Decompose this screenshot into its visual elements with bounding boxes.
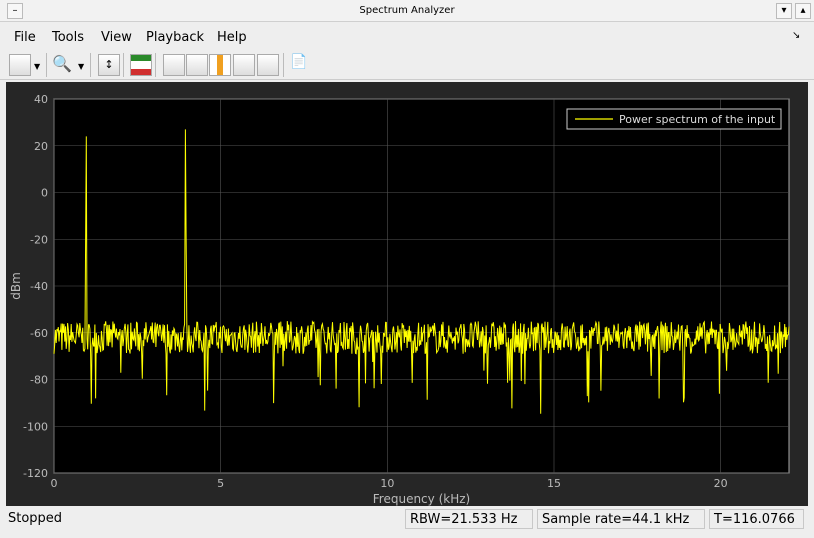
menu-help[interactable]: Help: [217, 30, 247, 45]
status-state: Stopped: [8, 511, 63, 526]
maximize-button[interactable]: ▴: [795, 3, 811, 19]
minimize-button[interactable]: ▾: [776, 3, 792, 19]
settings-icon[interactable]: [9, 54, 31, 76]
plot-panel: 0 5 10 15 20 40 20 0 -20 -40 -60 -80 -100 -120 Frequen…: [6, 82, 808, 506]
x-axis-label: Frequency (kHz): [373, 492, 470, 506]
data-cursor-icon[interactable]: [163, 54, 185, 76]
channel-measurements-icon[interactable]: [209, 54, 231, 76]
menu-view[interactable]: View: [101, 30, 132, 45]
zoom-in-icon[interactable]: 🔍: [52, 54, 72, 73]
dock-icon[interactable]: ↘: [792, 30, 801, 41]
x-tick-label: 0: [51, 477, 58, 490]
menu-tools[interactable]: Tools: [52, 30, 85, 45]
x-tick-label: 20: [714, 477, 728, 490]
status-bar: Stopped RBW=21.533 Hz Sample rate=44.1 k…: [0, 507, 814, 531]
y-tick-label: 20: [34, 140, 48, 153]
spectrum-mask-icon[interactable]: [130, 54, 152, 76]
y-tick-label: -40: [30, 280, 48, 293]
menu-bar: File Tools View Playback Help ↘: [0, 26, 814, 48]
x-tick-label: 5: [217, 477, 224, 490]
status-rbw: RBW=21.533 Hz: [405, 509, 533, 529]
spectrum-line: [53, 129, 790, 414]
y-tick-label: -60: [30, 327, 48, 340]
y-axis-label: dBm: [9, 272, 23, 300]
toolbar: ▼ 🔍 ▼ ↕ 📄: [0, 50, 814, 80]
y-tick-label: 40: [34, 93, 48, 106]
window-title: Spectrum Analyzer: [359, 5, 455, 16]
spectrum-chart[interactable]: 0 5 10 15 20 40 20 0 -20 -40 -60 -80 -100 -120 Frequen…: [6, 82, 808, 506]
measurement-ruler-icon[interactable]: [186, 54, 208, 76]
window-menu-button[interactable]: –: [7, 3, 23, 19]
menu-file[interactable]: File: [14, 30, 36, 45]
y-tick-label: -120: [23, 467, 48, 480]
y-tick-label: 0: [41, 187, 48, 200]
chevron-down-icon[interactable]: ▼: [34, 62, 41, 71]
status-sample-rate: Sample rate=44.1 kHz: [537, 509, 705, 529]
title-bar: – Spectrum Analyzer ▾ ▴: [0, 0, 814, 22]
status-time: T=116.0766: [709, 509, 804, 529]
ccdf-icon[interactable]: [257, 54, 279, 76]
legend: [566, 108, 782, 130]
y-tick-label: -100: [23, 420, 48, 433]
y-tick-label: -20: [30, 233, 48, 246]
y-tick-label: -80: [30, 374, 48, 387]
generate-script-icon[interactable]: 📄: [290, 54, 308, 70]
legend-label: Power spectrum of the input: [619, 113, 776, 126]
x-tick-label: 10: [380, 477, 394, 490]
chevron-down-icon[interactable]: ▼: [78, 62, 85, 71]
menu-playback[interactable]: Playback: [146, 30, 205, 45]
scale-axes-icon[interactable]: ↕: [98, 54, 120, 76]
x-tick-label: 15: [547, 477, 561, 490]
distortion-measurements-icon[interactable]: [233, 54, 255, 76]
